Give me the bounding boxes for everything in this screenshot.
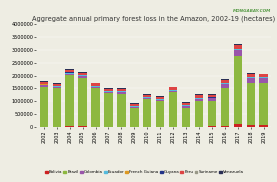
Bar xyxy=(104,92,113,93)
Bar xyxy=(156,99,165,100)
Bar xyxy=(195,101,203,127)
Bar xyxy=(104,88,113,89)
Bar xyxy=(208,101,216,126)
Bar xyxy=(169,90,177,91)
Bar xyxy=(117,88,125,89)
Bar xyxy=(247,78,255,82)
Bar xyxy=(156,101,165,127)
Bar xyxy=(130,106,138,107)
Bar xyxy=(143,97,152,98)
Bar xyxy=(130,107,138,108)
Bar xyxy=(260,74,268,77)
Bar xyxy=(234,49,242,50)
Bar xyxy=(78,72,87,73)
Bar xyxy=(195,98,203,99)
Bar xyxy=(247,125,255,127)
Bar xyxy=(208,97,216,98)
Legend: Bolivia, Brazil, Colombia, Ecuador, French Guiana, Guyana, Peru, Suriname, Venez: Bolivia, Brazil, Colombia, Ecuador, Fren… xyxy=(43,169,245,176)
Bar xyxy=(221,126,229,127)
Bar xyxy=(78,126,87,127)
Bar xyxy=(40,87,48,127)
Bar xyxy=(247,73,255,74)
Bar xyxy=(182,105,190,106)
Bar xyxy=(65,74,74,75)
Bar xyxy=(143,95,152,97)
Bar xyxy=(169,91,177,92)
Bar xyxy=(221,88,229,126)
Bar xyxy=(260,83,268,125)
Bar xyxy=(234,124,242,127)
Bar xyxy=(53,88,61,127)
Bar xyxy=(130,108,138,127)
Bar xyxy=(78,76,87,78)
Bar xyxy=(65,73,74,74)
Bar xyxy=(234,45,242,49)
Bar xyxy=(65,75,74,126)
Bar xyxy=(117,94,125,127)
Bar xyxy=(182,103,190,105)
Bar xyxy=(130,104,138,106)
Bar xyxy=(247,74,255,77)
Bar xyxy=(156,100,165,101)
Bar xyxy=(91,88,100,127)
Bar xyxy=(40,82,48,84)
Bar xyxy=(182,106,190,108)
Bar xyxy=(104,93,113,127)
Bar xyxy=(143,99,152,127)
Bar xyxy=(143,98,152,99)
Bar xyxy=(65,69,74,70)
Bar xyxy=(78,73,87,75)
Bar xyxy=(53,86,61,87)
Bar xyxy=(234,44,242,45)
Bar xyxy=(208,95,216,97)
Bar xyxy=(53,87,61,88)
Bar xyxy=(221,80,229,83)
Bar xyxy=(169,92,177,127)
Bar xyxy=(156,97,165,99)
Bar xyxy=(117,92,125,94)
Bar xyxy=(104,91,113,92)
Bar xyxy=(65,126,74,127)
Bar xyxy=(195,95,203,98)
Bar xyxy=(195,94,203,95)
Bar xyxy=(182,108,190,127)
Text: MONGABAY.COM: MONGABAY.COM xyxy=(233,9,271,13)
Bar xyxy=(247,77,255,78)
Bar xyxy=(221,83,229,84)
Bar xyxy=(40,81,48,82)
Bar xyxy=(91,82,100,83)
Bar xyxy=(104,89,113,91)
Bar xyxy=(234,50,242,56)
Bar xyxy=(143,94,152,95)
Bar xyxy=(65,72,74,73)
Bar xyxy=(208,126,216,127)
Bar xyxy=(169,87,177,90)
Bar xyxy=(117,89,125,91)
Bar xyxy=(221,84,229,88)
Bar xyxy=(53,83,61,84)
Bar xyxy=(182,102,190,103)
Bar xyxy=(65,70,74,72)
Bar xyxy=(260,78,268,83)
Bar xyxy=(91,86,100,87)
Bar xyxy=(247,82,255,125)
Title: Aggregate annual primary forest loss in the Amazon, 2002-19 (hectares): Aggregate annual primary forest loss in … xyxy=(32,16,275,22)
Bar xyxy=(130,103,138,104)
Bar xyxy=(40,85,48,87)
Bar xyxy=(117,91,125,92)
Bar xyxy=(195,99,203,101)
Bar xyxy=(91,87,100,88)
Bar xyxy=(208,98,216,101)
Bar xyxy=(208,94,216,95)
Bar xyxy=(78,78,87,126)
Bar xyxy=(78,75,87,76)
Bar xyxy=(234,56,242,124)
Bar xyxy=(260,125,268,127)
Bar xyxy=(53,84,61,86)
Bar xyxy=(91,83,100,86)
